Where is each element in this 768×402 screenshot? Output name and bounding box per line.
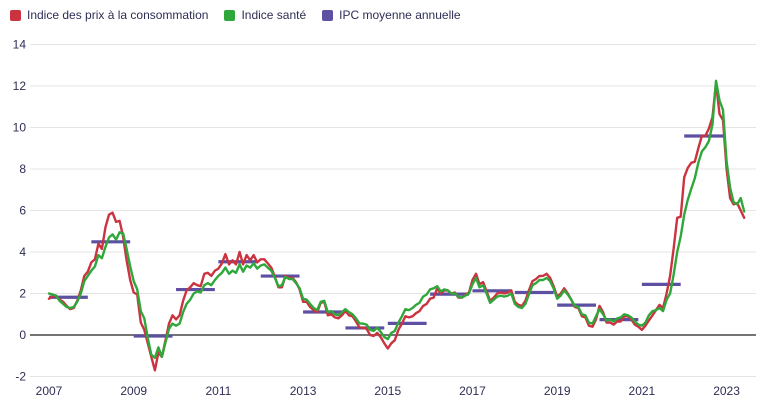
health-swatch-icon [224,9,236,21]
y-tick-label: 0 [19,328,26,342]
health-index-line [47,79,746,359]
x-tick-label: 2007 [36,384,63,398]
legend-item-health[interactable]: Indice santé [224,8,306,22]
y-tick-label: -2 [15,370,26,384]
legend-label-annual-avg: IPC moyenne annuelle [339,8,461,22]
y-tick-label: 2 [19,287,26,301]
x-tick-label: 2019 [544,384,571,398]
cpi-swatch-icon [10,9,21,21]
legend-item-cpi[interactable]: Indice des prix à la consommation [10,8,208,22]
y-tick-label: 6 [19,204,26,218]
x-tick-label: 2017 [459,384,486,398]
y-tick-label: 10 [13,121,27,135]
legend-label-cpi: Indice des prix à la consommation [27,8,209,22]
y-tick-label: 14 [13,38,27,52]
x-tick-label: 2011 [205,384,231,398]
x-tick-label: 2015 [374,384,401,398]
y-tick-label: 12 [13,79,27,93]
x-tick-label: 2009 [120,384,147,398]
y-tick-label: 8 [19,162,26,176]
annual-avg-swatch-icon [322,9,334,21]
legend-item-annual-avg[interactable]: IPC moyenne annuelle [322,8,461,22]
x-tick-label: 2021 [629,384,656,398]
y-tick-label: 4 [19,245,26,259]
x-tick-label: 2013 [290,384,317,398]
x-axis-labels: 2007 2009 2011 2013 2015 2017 2019 2021 2023 [36,384,741,398]
annual-average-segments [49,134,724,338]
legend: Indice des prix à la consommation Indice… [10,8,461,22]
x-tick-label: 2023 [713,384,740,398]
y-gridlines [30,44,756,377]
y-axis-labels: -2 0 2 4 6 8 10 12 14 [13,38,27,384]
legend-label-health: Indice santé [241,8,307,22]
